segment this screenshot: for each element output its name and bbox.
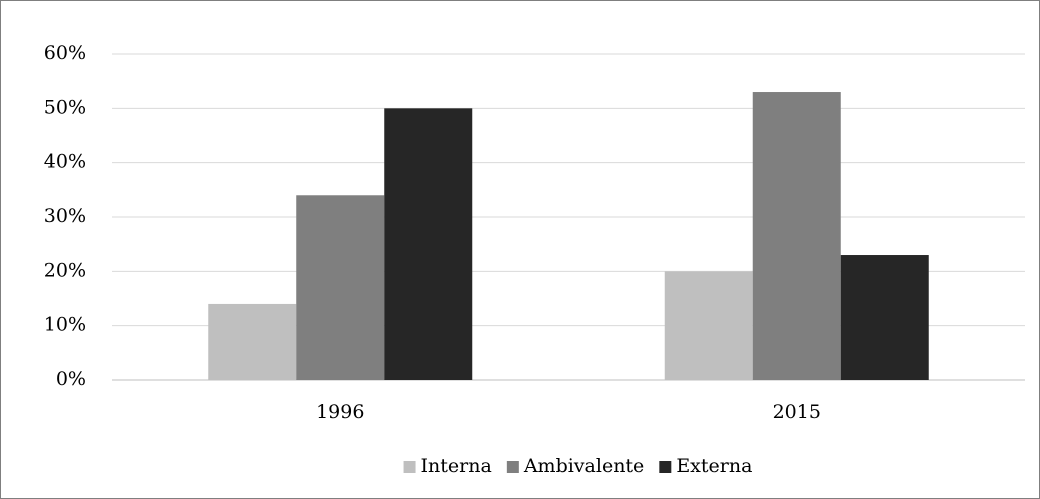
bar	[208, 303, 297, 380]
y-tick-label: 0%	[56, 368, 86, 390]
y-tick-label: 30%	[44, 205, 86, 227]
y-tick-label: 60%	[44, 42, 86, 64]
y-tick-label: 50%	[44, 96, 86, 118]
y-tick-label: 40%	[44, 151, 86, 173]
legend-swatch	[506, 461, 519, 473]
x-tick-label: 1996	[316, 401, 364, 423]
legend-label: Externa	[676, 455, 752, 477]
y-tick-label: 10%	[44, 314, 86, 336]
x-tick-label: 2015	[773, 401, 821, 423]
bar	[752, 92, 841, 381]
legend-swatch	[403, 461, 416, 473]
y-tick-label: 20%	[44, 259, 86, 281]
legend-swatch	[659, 461, 672, 473]
bar	[664, 271, 753, 380]
bar	[296, 195, 385, 380]
legend-label: Ambivalente	[523, 455, 644, 477]
bar	[840, 255, 929, 380]
bar	[384, 108, 473, 380]
legend-label: Interna	[421, 455, 492, 477]
